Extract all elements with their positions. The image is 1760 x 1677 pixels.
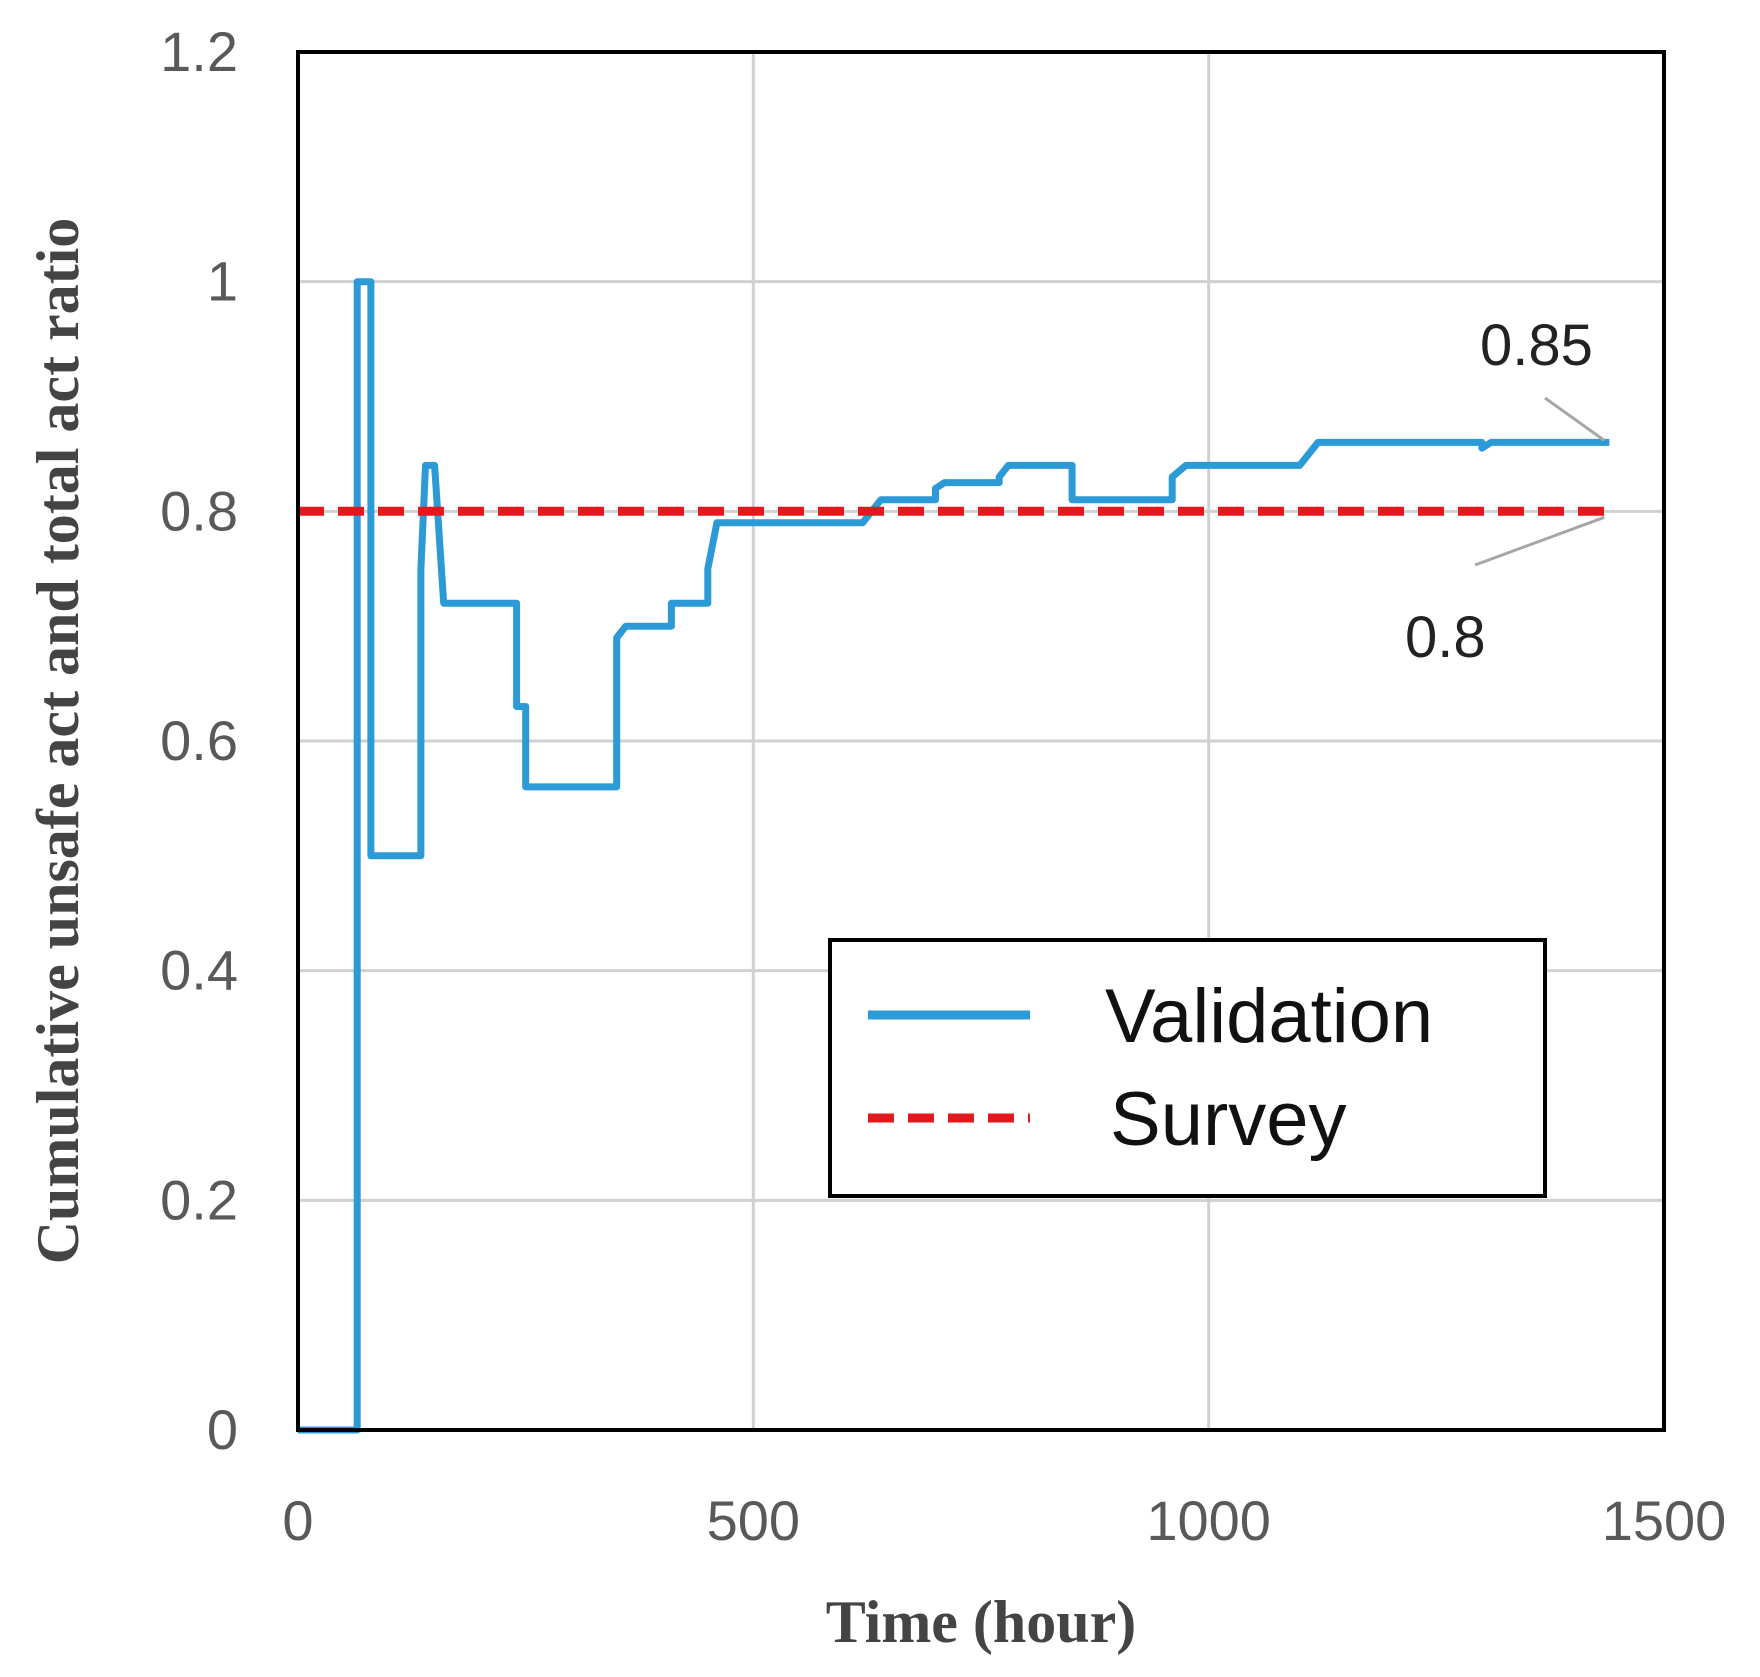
y-tick-label-2: 0.4: [160, 939, 238, 1002]
y-tick-label-5: 1: [207, 250, 238, 313]
legend-label-validation: Validation: [1105, 974, 1433, 1059]
series-line-validation: [298, 278, 1610, 1434]
legend: Validation Survey: [828, 938, 1547, 1198]
annotation-label-0: 0.85: [1480, 313, 1593, 378]
tick-labels: 0 0.2 0.4 0.6 0.8 1 1.2 0 500 1000 1500: [160, 20, 1726, 1552]
y-tick-label-3: 0.6: [160, 709, 238, 772]
annotation-label-1: 0.8: [1405, 605, 1486, 670]
x-tick-label-2: 1000: [1146, 1489, 1271, 1552]
annotations: 0.85 0.8: [1405, 313, 1606, 670]
x-tick-label-1: 500: [707, 1489, 800, 1552]
x-tick-label-0: 0: [282, 1489, 313, 1552]
y-tick-label-1: 0.2: [160, 1168, 238, 1231]
y-tick-label-0: 0: [207, 1398, 238, 1461]
series-layer: [298, 278, 1610, 1434]
legend-box: [828, 938, 1547, 1198]
grid: [296, 50, 1666, 1432]
y-axis-title: Cumulative unsafe act and total act rati…: [25, 218, 91, 1265]
annotation-leader-1: [1474, 515, 1605, 567]
x-tick-label-3: 1500: [1602, 1489, 1727, 1552]
annotation-leader-0: [1544, 396, 1606, 442]
y-tick-label-4: 0.8: [160, 479, 238, 542]
y-tick-label-6: 1.2: [160, 20, 238, 83]
plot-border: [296, 50, 1666, 1432]
x-axis-title: Time (hour): [826, 1589, 1137, 1655]
legend-label-survey: Survey: [1110, 1077, 1347, 1162]
